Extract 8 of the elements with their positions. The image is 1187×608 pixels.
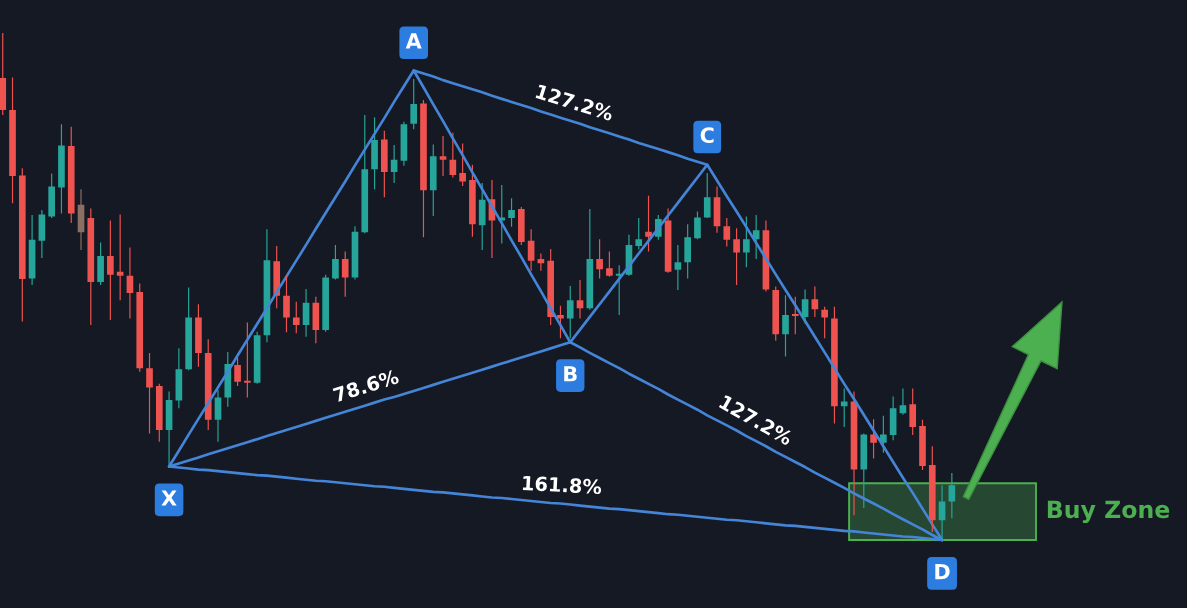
annotation: 78.6% [332,368,400,403]
annotation: A [405,33,422,49]
annotation: B [564,366,577,382]
annotation: 161.8% [522,475,602,495]
band-label: Buy Zone [1047,500,1170,524]
annotation: C [700,127,714,144]
annotation: X [161,490,177,506]
annotation: D [935,563,950,580]
